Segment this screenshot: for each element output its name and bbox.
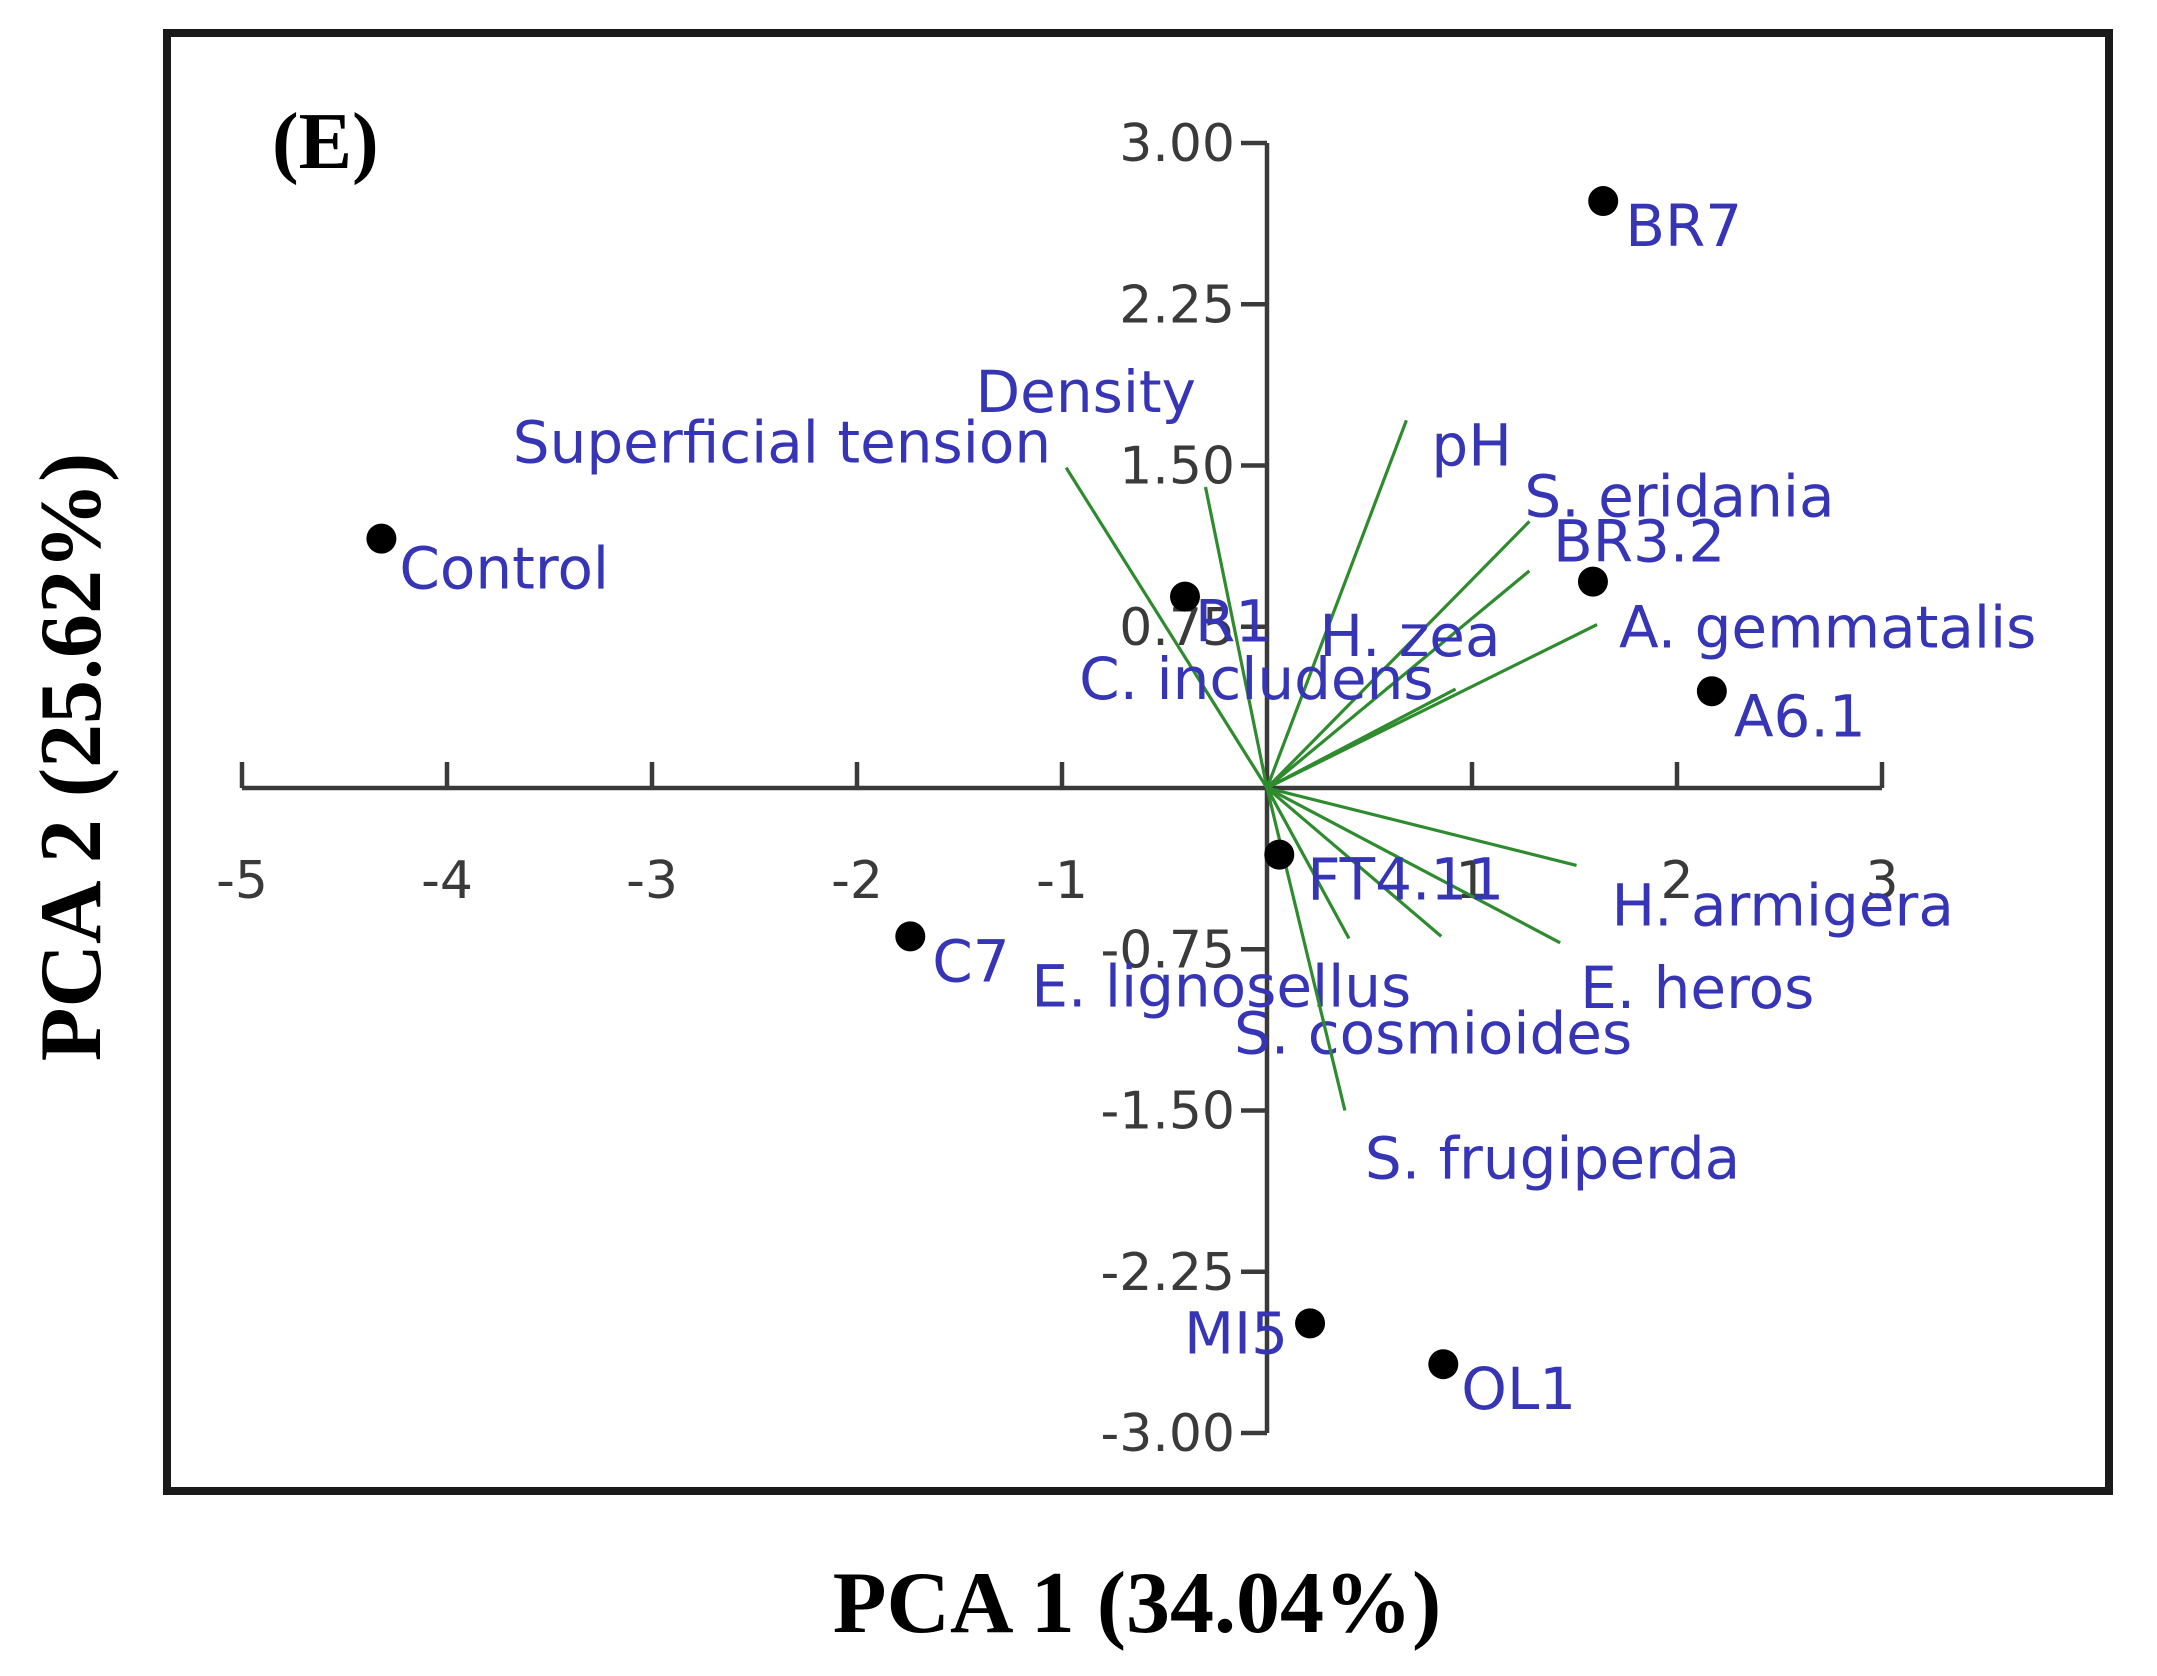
vector-label-h-zea: H. zea bbox=[1319, 602, 1500, 670]
y-tick-label-1-50: -1.50 bbox=[1100, 1082, 1235, 1142]
vector-c-includens bbox=[1266, 687, 1457, 790]
x-tick-label-2: 2 bbox=[1660, 851, 1693, 911]
y-axis-title: PCA 2 (25.62%) bbox=[23, 453, 120, 1062]
point-label-ol1: OL1 bbox=[1461, 1355, 1576, 1423]
vector-density bbox=[1203, 486, 1269, 789]
x-tick-label-3: 3 bbox=[1865, 851, 1898, 911]
vector-label-superficial-tension: Superficial tension bbox=[513, 409, 1051, 477]
x-axis-title: PCA 1 (34.04%) bbox=[833, 1555, 1442, 1652]
vector-label-density: Density bbox=[976, 358, 1197, 426]
vector-label-e-lignosellus: E. lignosellus bbox=[1031, 952, 1411, 1020]
y-tick-label-3-00: 3.00 bbox=[1119, 114, 1235, 174]
vector-ph bbox=[1265, 419, 1408, 789]
vector-s-eridania bbox=[1265, 520, 1531, 790]
vector-label-s-frugiperda: S. frugiperda bbox=[1365, 1125, 1740, 1193]
point-label-a6-1: A6.1 bbox=[1734, 682, 1866, 750]
vector-h-armigera bbox=[1266, 786, 1577, 867]
vector-e-heros bbox=[1266, 786, 1561, 945]
vector-h-zea bbox=[1265, 569, 1531, 790]
point-a6-1 bbox=[1696, 676, 1727, 707]
vector-s-cosmioides bbox=[1265, 787, 1351, 940]
vector-label-s-cosmioides: S. cosmioides bbox=[1234, 1000, 1632, 1068]
y-tick-label-3-00: -3.00 bbox=[1100, 1404, 1235, 1464]
score-points: BR7 Control R1 BR3.2 A6.1 FT4.11 C7 MI5 OL1 bbox=[366, 186, 1866, 1423]
vector-e-lignosellus bbox=[1265, 786, 1443, 938]
y-tick-label-0-75: -0.75 bbox=[1100, 920, 1235, 980]
point-label-control: Control bbox=[399, 535, 609, 603]
point-br3-2 bbox=[1577, 566, 1608, 597]
x-tick-label-2: -2 bbox=[831, 851, 883, 911]
x-tick-label-3: -3 bbox=[626, 851, 678, 911]
point-label-c7: C7 bbox=[932, 927, 1009, 995]
plot-frame bbox=[163, 29, 2113, 1495]
point-label-mi5: MI5 bbox=[1184, 1299, 1288, 1367]
point-mi5 bbox=[1295, 1308, 1326, 1339]
x-tick-label-1: -1 bbox=[1036, 851, 1088, 911]
point-ol1 bbox=[1428, 1349, 1459, 1380]
point-label-ft4-11: FT4.11 bbox=[1307, 846, 1504, 914]
point-label-br3-2: BR3.2 bbox=[1553, 508, 1725, 576]
vector-label-e-heros: E. heros bbox=[1580, 954, 1814, 1022]
x-tick-label-4: -4 bbox=[421, 851, 473, 911]
vector-label-c-includens: C. includens bbox=[1079, 645, 1434, 713]
point-r1 bbox=[1170, 581, 1200, 612]
vector-label-ph: pH bbox=[1431, 411, 1511, 479]
vector-label-a-gemmatalis: A. gemmatalis bbox=[1619, 594, 2036, 662]
point-ft4-11 bbox=[1264, 839, 1295, 870]
vector-label-h-armigera: H. armigera bbox=[1612, 871, 1954, 939]
axes: -5 -4 -3 -2 -1 1 2 33.002.251.500.75-0.75-1.50-… bbox=[216, 114, 1898, 1464]
vector-superficial-tension bbox=[1064, 466, 1269, 789]
y-tick-label-1-50: 1.50 bbox=[1119, 437, 1235, 497]
vector-label-s-eridania: S. eridania bbox=[1524, 462, 1834, 530]
y-tick-label-2-25: 2.25 bbox=[1119, 275, 1235, 335]
x-tick-label-5: -5 bbox=[216, 851, 268, 911]
point-c7 bbox=[895, 921, 926, 952]
panel-label: (E) bbox=[272, 98, 379, 186]
point-label-r1: R1 bbox=[1195, 588, 1272, 656]
y-tick-label-2-25: -2.25 bbox=[1100, 1243, 1235, 1303]
point-br7 bbox=[1588, 186, 1619, 217]
point-control bbox=[366, 523, 397, 554]
point-label-br7: BR7 bbox=[1625, 192, 1742, 260]
